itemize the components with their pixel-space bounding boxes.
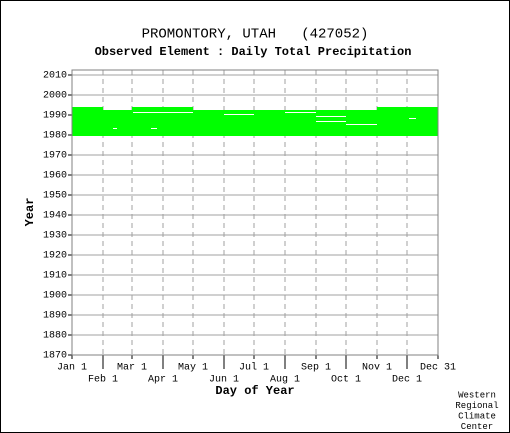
y-tick-label: 1980 <box>43 131 67 142</box>
data-band <box>132 107 193 136</box>
y-tick-label: 1890 <box>43 311 67 322</box>
x-tick-label: Jun 1 <box>209 375 239 386</box>
data-band <box>377 107 438 136</box>
y-tick-label: 1920 <box>43 251 67 262</box>
data-band <box>193 110 377 136</box>
y-axis-label: Year <box>23 198 37 227</box>
x-tick-label: Apr 1 <box>148 375 178 386</box>
x-tick-label: Dec 1 <box>392 375 422 386</box>
x-tick-label: Mar 1 <box>117 363 147 374</box>
y-tick-label: 1970 <box>43 151 67 162</box>
y-tick-label: 1880 <box>43 331 67 342</box>
y-tick-label: 2000 <box>43 91 67 102</box>
data-gap <box>224 114 254 115</box>
y-tick-label: 1990 <box>43 111 67 122</box>
credit-line: Center <box>461 422 493 432</box>
y-tick-label: 1930 <box>43 231 67 242</box>
x-tick-label: Sep 1 <box>301 363 331 374</box>
data-band <box>72 107 103 136</box>
y-tick-label: 1870 <box>43 351 67 362</box>
y-tick-label: 1960 <box>43 171 67 182</box>
x-tick-label: Dec 31 <box>420 363 456 374</box>
y-tick-label: 2010 <box>43 71 67 82</box>
data-gap <box>133 112 193 113</box>
x-tick-label: Nov 1 <box>362 363 392 374</box>
x-tick-label: Jan 1 <box>57 363 87 374</box>
y-tick-label: 1950 <box>43 191 67 202</box>
y-tick-label: 1910 <box>43 271 67 282</box>
chart-subtitle: Observed Element : Daily Total Precipita… <box>95 45 412 59</box>
x-tick-label: Jul 1 <box>239 362 269 374</box>
data-gap <box>113 128 117 129</box>
data-gap <box>151 128 157 129</box>
chart-title: PROMONTORY, UTAH (427052) <box>142 27 369 43</box>
credit-line: Western <box>458 390 496 400</box>
plot-border <box>71 69 439 356</box>
credit-line: Regional <box>455 401 498 411</box>
y-tick-label: 1940 <box>43 211 67 222</box>
y-tick-label: 1900 <box>43 291 67 302</box>
data-band <box>103 110 132 136</box>
x-tick-label: Feb 1 <box>88 374 118 386</box>
x-axis-label: Day of Year <box>215 384 294 398</box>
data-gap <box>409 118 416 119</box>
data-gap <box>346 124 377 125</box>
x-tick-label: Aug 1 <box>270 375 300 386</box>
x-tick-label: May 1 <box>178 363 208 374</box>
data-gap <box>285 112 316 113</box>
data-gap <box>316 121 346 122</box>
x-tick-label: Oct 1 <box>331 375 361 386</box>
credit-line: Climate <box>458 411 496 421</box>
data-gap <box>316 116 346 117</box>
